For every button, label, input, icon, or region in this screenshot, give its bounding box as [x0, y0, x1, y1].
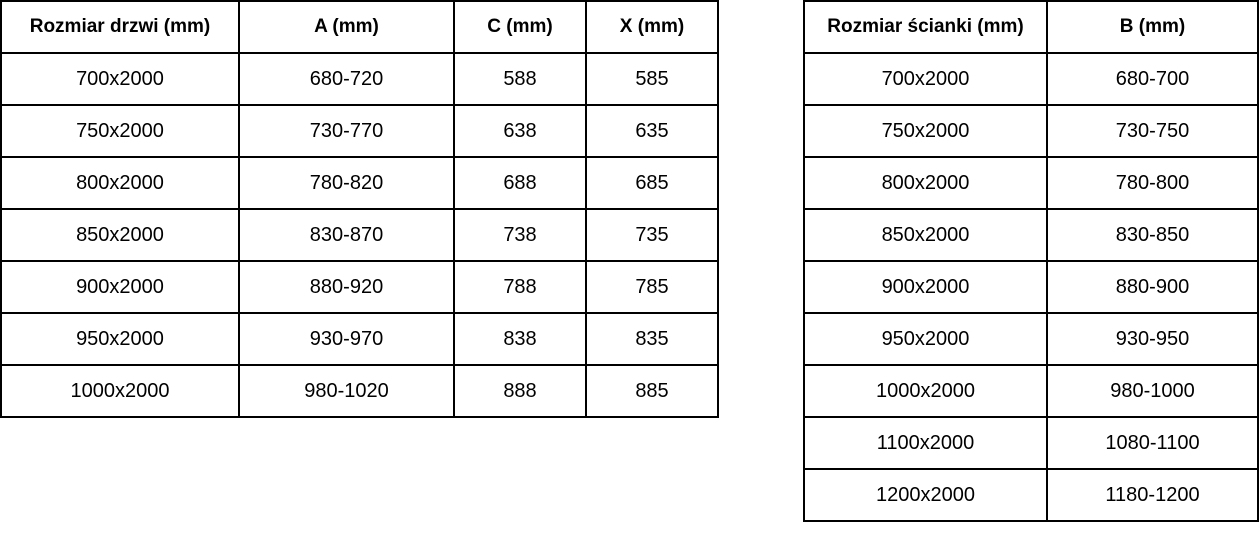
table-row: 700x2000 680-700 [803, 52, 1259, 106]
table-row: 850x2000 830-870 738 735 [0, 208, 719, 262]
table-cell: 635 [585, 104, 719, 158]
table-cell: 880-900 [1046, 260, 1259, 314]
table-cell: 880-920 [238, 260, 455, 314]
table-cell: 685 [585, 156, 719, 210]
table-row: 1200x2000 1180-1200 [803, 468, 1259, 522]
column-header: C (mm) [453, 0, 587, 54]
table-cell: 700x2000 [803, 52, 1048, 106]
table-cell: 788 [453, 260, 587, 314]
table-cell: 780-820 [238, 156, 455, 210]
table-cell: 738 [453, 208, 587, 262]
table-cell: 680-700 [1046, 52, 1259, 106]
table-cell: 830-850 [1046, 208, 1259, 262]
table-cell: 730-750 [1046, 104, 1259, 158]
table-row: 900x2000 880-900 [803, 260, 1259, 314]
table-row: 950x2000 930-950 [803, 312, 1259, 366]
column-header: Rozmiar drzwi (mm) [0, 0, 240, 54]
column-header: X (mm) [585, 0, 719, 54]
column-header: Rozmiar ścianki (mm) [803, 0, 1048, 54]
table-cell: 980-1020 [238, 364, 455, 418]
table-row: 800x2000 780-800 [803, 156, 1259, 210]
table-cell: 800x2000 [0, 156, 240, 210]
column-header: B (mm) [1046, 0, 1259, 54]
table-row: 750x2000 730-770 638 635 [0, 104, 719, 158]
table-cell: 930-950 [1046, 312, 1259, 366]
table-cell: 1000x2000 [803, 364, 1048, 418]
table-row: 750x2000 730-750 [803, 104, 1259, 158]
table-cell: 950x2000 [0, 312, 240, 366]
table-cell: 885 [585, 364, 719, 418]
table-cell: 800x2000 [803, 156, 1048, 210]
table-row: 1000x2000 980-1000 [803, 364, 1259, 418]
table-cell: 680-720 [238, 52, 455, 106]
table-cell: 1200x2000 [803, 468, 1048, 522]
table-cell: 835 [585, 312, 719, 366]
table-row: 850x2000 830-850 [803, 208, 1259, 262]
wall-size-table: Rozmiar ścianki (mm) B (mm) 700x2000 680-70… [803, 0, 1259, 522]
table-cell: 850x2000 [0, 208, 240, 262]
table-cell: 700x2000 [0, 52, 240, 106]
table-row: 700x2000 680-720 588 585 [0, 52, 719, 106]
table-cell: 1080-1100 [1046, 416, 1259, 470]
table-cell: 888 [453, 364, 587, 418]
table-cell: 638 [453, 104, 587, 158]
table-cell: 688 [453, 156, 587, 210]
table-cell: 830-870 [238, 208, 455, 262]
table-cell: 780-800 [1046, 156, 1259, 210]
table-cell: 950x2000 [803, 312, 1048, 366]
table-row: 950x2000 930-970 838 835 [0, 312, 719, 366]
header-row: Rozmiar drzwi (mm) A (mm) C (mm) X (mm) [0, 0, 719, 54]
table-cell: 1000x2000 [0, 364, 240, 418]
door-size-table: Rozmiar drzwi (mm) A (mm) C (mm) X (mm) 700x… [0, 0, 719, 418]
table-cell: 585 [585, 52, 719, 106]
column-header: A (mm) [238, 0, 455, 54]
table-cell: 930-970 [238, 312, 455, 366]
table-row: 1100x2000 1080-1100 [803, 416, 1259, 470]
table-row: 800x2000 780-820 688 685 [0, 156, 719, 210]
table-cell: 1100x2000 [803, 416, 1048, 470]
table-cell: 900x2000 [0, 260, 240, 314]
table-cell: 850x2000 [803, 208, 1048, 262]
table-cell: 838 [453, 312, 587, 366]
table-cell: 785 [585, 260, 719, 314]
table-cell: 750x2000 [803, 104, 1048, 158]
table-cell: 735 [585, 208, 719, 262]
table-cell: 730-770 [238, 104, 455, 158]
table-cell: 900x2000 [803, 260, 1048, 314]
table-cell: 980-1000 [1046, 364, 1259, 418]
table-cell: 750x2000 [0, 104, 240, 158]
header-row: Rozmiar ścianki (mm) B (mm) [803, 0, 1259, 54]
table-cell: 1180-1200 [1046, 468, 1259, 522]
table-cell: 588 [453, 52, 587, 106]
table-row: 900x2000 880-920 788 785 [0, 260, 719, 314]
table-row: 1000x2000 980-1020 888 885 [0, 364, 719, 418]
